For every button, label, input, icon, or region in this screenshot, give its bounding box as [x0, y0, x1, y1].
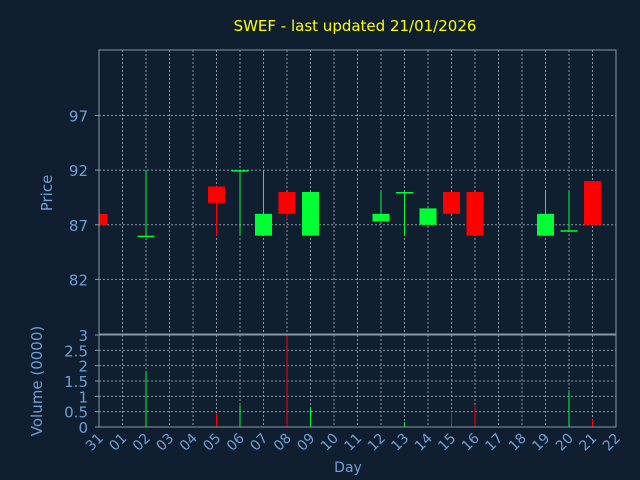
x-tick-label: 14 — [412, 430, 436, 454]
x-tick-label: 18 — [506, 431, 530, 455]
candle-body — [137, 235, 155, 238]
x-axis-label: Day — [334, 460, 362, 476]
x-tick-label: 04 — [177, 430, 201, 454]
candle-body — [231, 170, 249, 172]
volume-tick-label: 0.5 — [64, 404, 88, 422]
x-tick-label: 20 — [553, 431, 577, 455]
volume-grid — [98, 335, 617, 427]
x-tick-label: 12 — [365, 431, 389, 455]
candle-body — [208, 186, 225, 203]
x-tick-label: 06 — [224, 430, 248, 454]
volume-tick-label: 1.5 — [64, 373, 88, 391]
x-tick-label: 13 — [388, 431, 412, 455]
x-tick-label: 10 — [318, 431, 342, 455]
candle-body — [584, 181, 601, 225]
x-tick-label: 08 — [271, 431, 295, 455]
candle-body — [278, 192, 296, 214]
volume-tick-label: 0 — [78, 419, 88, 437]
candle-body — [372, 213, 390, 222]
candle-body — [443, 192, 460, 214]
volume-axis-label: Volume (0000) — [28, 326, 46, 436]
x-tick-label: 02 — [130, 431, 154, 455]
x-tick-label: 03 — [153, 431, 177, 455]
price-tick-label: 92 — [69, 162, 88, 180]
x-tick-label: 17 — [482, 431, 506, 455]
candle-body — [302, 192, 319, 236]
candle-body — [560, 230, 578, 232]
x-tick-label: 22 — [600, 431, 624, 455]
candle-body — [396, 192, 413, 194]
x-tick-label: 15 — [435, 431, 459, 455]
x-tick-label: 05 — [200, 431, 224, 455]
volume-tick-label: 2 — [78, 358, 88, 376]
x-tick-label: 19 — [529, 431, 553, 455]
volume-panel-frame — [98, 334, 617, 428]
x-tick-label: 09 — [294, 431, 318, 455]
candle-body — [419, 208, 437, 225]
x-tick-label: 01 — [106, 431, 130, 455]
price-grid — [98, 50, 617, 334]
price-tick-label: 87 — [69, 217, 88, 235]
x-tick-label: 11 — [341, 431, 365, 455]
volume-tick-label: 1 — [78, 388, 88, 406]
price-panel-frame — [98, 49, 617, 335]
volume-tick-label: 2.5 — [64, 342, 88, 360]
candle-body — [255, 213, 272, 236]
candle-body — [537, 213, 554, 236]
price-tick-label: 97 — [69, 108, 88, 126]
y-axis-label: Price — [38, 175, 56, 212]
chart-title: SWEF - last updated 21/01/2026 — [234, 17, 477, 35]
volume-tick-label: 3 — [78, 327, 88, 345]
x-tick-label: 16 — [459, 430, 483, 454]
price-tick-label: 82 — [69, 271, 88, 289]
price-series — [98, 170, 601, 238]
candle-body — [99, 213, 108, 225]
x-tick-label: 07 — [247, 431, 271, 455]
candle-body — [466, 192, 484, 236]
x-tick-label: 21 — [576, 431, 600, 455]
volume-series — [145, 335, 593, 427]
